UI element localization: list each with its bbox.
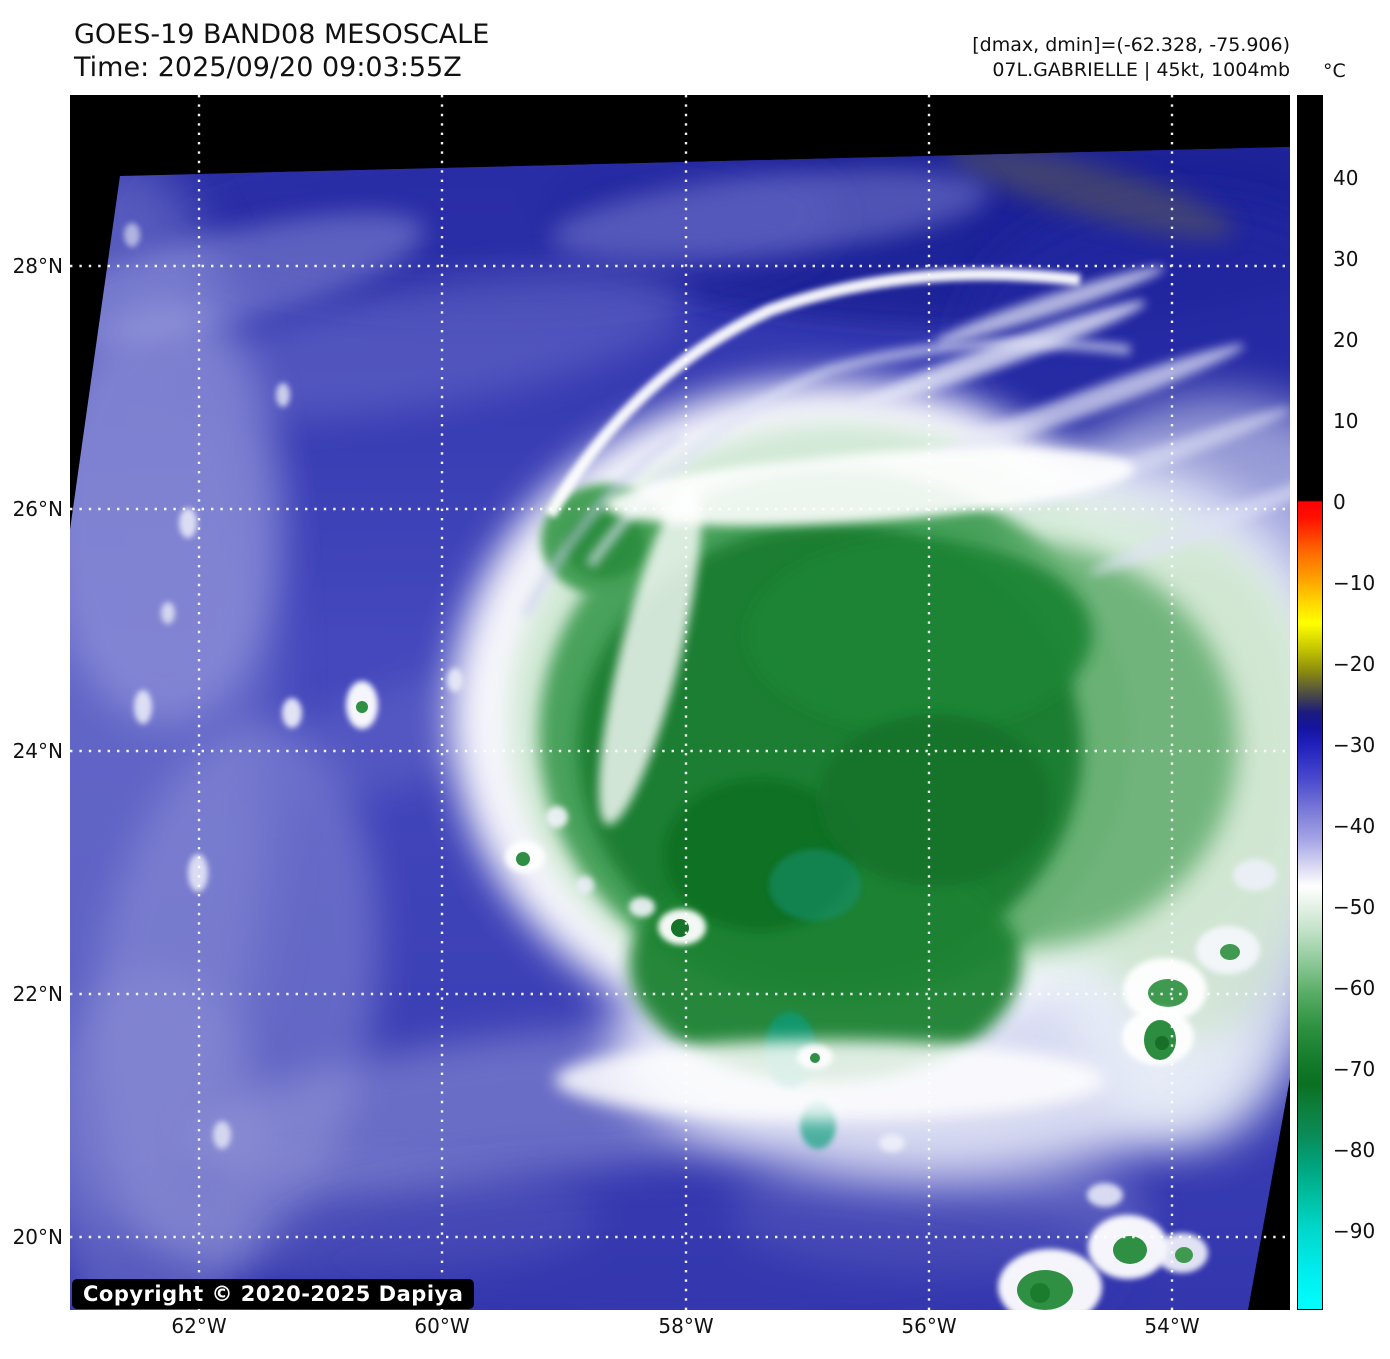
colorbar-tick-label: −80 bbox=[1333, 1137, 1376, 1162]
colorbar-tick-label: −20 bbox=[1333, 651, 1376, 676]
lat-tick-label: 28°N bbox=[12, 254, 63, 278]
lat-tick-label: 20°N bbox=[12, 1225, 63, 1249]
storm-status: 07L.GABRIELLE | 45kt, 1004mb bbox=[992, 59, 1290, 81]
colorbar-tick-label: 40 bbox=[1333, 165, 1359, 190]
figure-header: GOES-19 BAND08 MESOSCALE Time: 2025/09/2… bbox=[74, 18, 489, 84]
colorbar-tick-label: −40 bbox=[1333, 813, 1376, 838]
lat-tick-label: 26°N bbox=[12, 497, 63, 521]
lon-tick-label: 60°W bbox=[414, 1314, 470, 1338]
satellite-imagery bbox=[70, 147, 1290, 1310]
lat-tick-label: 22°N bbox=[12, 982, 63, 1006]
colorbar-tick-label: 0 bbox=[1333, 489, 1346, 514]
lon-tick-label: 56°W bbox=[901, 1314, 957, 1338]
dmax-dmin-readout: [dmax, dmin]=(-62.328, -75.906) bbox=[972, 34, 1290, 56]
colorbar-tick-label: 20 bbox=[1333, 327, 1359, 352]
figure-header-right: [dmax, dmin]=(-62.328, -75.906) 07L.GABR… bbox=[972, 33, 1290, 83]
lat-tick-label: 24°N bbox=[12, 739, 63, 763]
colorbar-tick-label: −50 bbox=[1333, 894, 1376, 919]
colorbar bbox=[1297, 95, 1323, 1310]
lon-tick-label: 62°W bbox=[171, 1314, 227, 1338]
timestamp: Time: 2025/09/20 09:03:55Z bbox=[74, 52, 462, 83]
page-title: GOES-19 BAND08 MESOSCALE bbox=[74, 19, 490, 50]
colorbar-unit-label: °C bbox=[1323, 60, 1346, 82]
colorbar-tick-label: 30 bbox=[1333, 246, 1359, 271]
map-plot bbox=[70, 95, 1290, 1310]
gridlines bbox=[70, 95, 1290, 1310]
lon-tick-label: 58°W bbox=[658, 1314, 714, 1338]
colorbar-tick-label: 10 bbox=[1333, 408, 1359, 433]
colorbar-tick-label: −90 bbox=[1333, 1218, 1376, 1243]
lon-tick-label: 54°W bbox=[1144, 1314, 1200, 1338]
colorbar-tick-label: −10 bbox=[1333, 570, 1376, 595]
colorbar-tick-label: −70 bbox=[1333, 1056, 1376, 1081]
colorbar-tick-label: −60 bbox=[1333, 975, 1376, 1000]
colorbar-tick-label: −30 bbox=[1333, 732, 1376, 757]
copyright-badge: Copyright © 2020-2025 Dapiya bbox=[72, 1279, 475, 1309]
